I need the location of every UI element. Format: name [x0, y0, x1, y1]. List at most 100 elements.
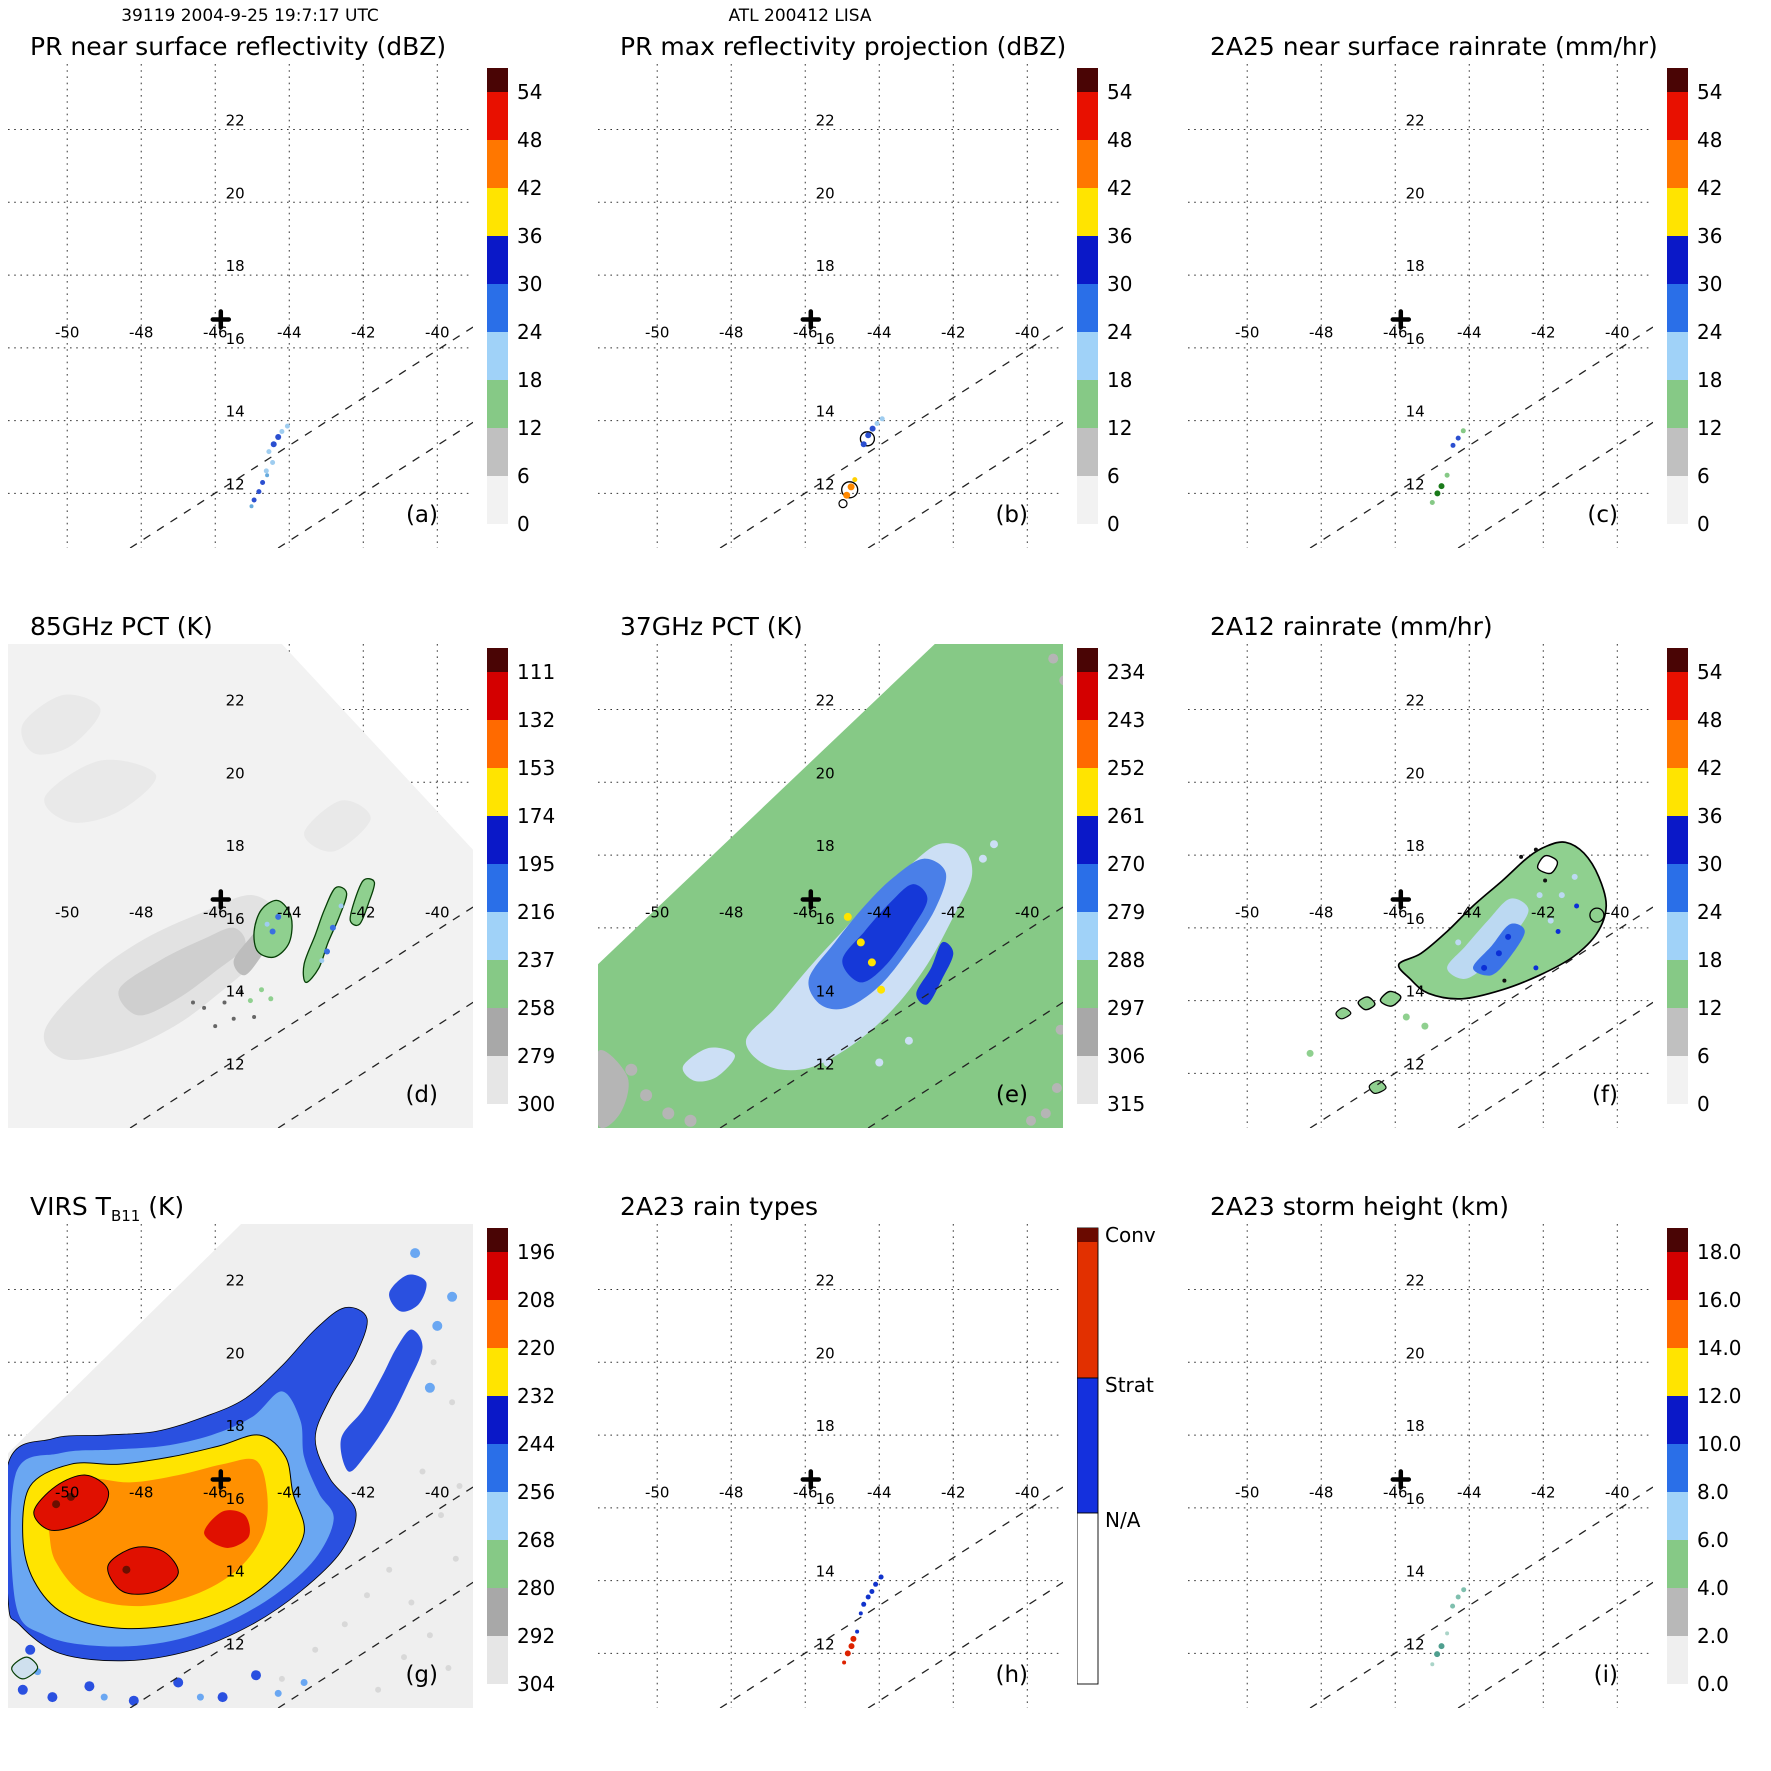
map-plot-c: -50 -48 -46 -44 -42 -40 12 14 16 18 20 22 (c) — [1188, 64, 1654, 548]
lon-tick-label: -48 — [129, 1484, 154, 1502]
colorbar-segment — [1077, 864, 1099, 912]
colorbar-tick-label: 54 — [1107, 80, 1132, 104]
map-feature — [916, 941, 954, 1005]
colorbar-tick-label: 174 — [517, 804, 555, 828]
map-feature — [447, 1291, 458, 1302]
storm-center-cross — [800, 309, 822, 330]
colorbar-tick-label: 30 — [1697, 852, 1722, 876]
map-feature — [869, 1589, 875, 1594]
map-feature — [847, 483, 855, 491]
map-feature — [838, 499, 848, 509]
colorbar-segment — [487, 1300, 509, 1348]
map-plot-e: -50 -48 -46 -44 -42 -40 12 14 16 18 20 22 (e) — [598, 644, 1064, 1128]
swath-edge-line — [1457, 1581, 1654, 1708]
colorbar-tick-label: 54 — [1697, 660, 1722, 684]
map-feature — [44, 759, 157, 823]
colorbar-tick-label: 30 — [517, 272, 542, 296]
colorbar-tick-label: 48 — [1697, 708, 1722, 732]
lat-tick-label: 20 — [226, 184, 245, 202]
lat-tick-label: 16 — [1406, 1490, 1425, 1508]
colorbar-segment — [1667, 68, 1689, 92]
colorbar-segment — [487, 140, 509, 188]
lon-tick-label: -50 — [55, 904, 80, 922]
map-feature — [1547, 917, 1554, 924]
colorbar-tick-label: 315 — [1107, 1092, 1145, 1116]
map-feature — [445, 1665, 452, 1671]
colorbar-segment — [1667, 92, 1689, 140]
map-feature — [1048, 653, 1059, 664]
map-feature — [419, 1468, 426, 1475]
map-feature — [191, 1000, 195, 1005]
colorbar-tick-label: 12 — [1107, 416, 1132, 440]
lat-tick-label: 14 — [816, 403, 835, 421]
panel-letter: (e) — [996, 1082, 1028, 1108]
colorbar-a: 54 48 42 36 30 24 18 12 6 0 — [487, 68, 543, 536]
map-feature — [432, 1320, 443, 1331]
lon-tick-label: -40 — [1015, 324, 1040, 342]
map-feature — [122, 1565, 131, 1574]
colorbar-tick-label: 237 — [517, 948, 555, 972]
colorbar-segment — [1667, 1636, 1689, 1684]
swath-edge-line — [1309, 906, 1654, 1128]
storm-id: ATL 200412 LISA — [728, 6, 872, 26]
colorbar-tick-label: 220 — [517, 1336, 555, 1360]
lon-tick-label: -40 — [425, 904, 450, 922]
lon-tick-label: -48 — [719, 1484, 744, 1502]
lat-tick-label: 20 — [226, 1344, 245, 1362]
colorbar-tick-label: Conv — [1105, 1224, 1156, 1247]
colorbar-segment — [487, 476, 509, 524]
lon-tick-label: -44 — [277, 1484, 302, 1502]
colorbar-tick-label: 288 — [1107, 948, 1145, 972]
lat-tick-label: 20 — [816, 184, 835, 202]
map-feature — [128, 1695, 139, 1706]
map-feature — [684, 1114, 697, 1127]
colorbar-tick-label: 12.0 — [1697, 1384, 1742, 1408]
storm-center-cross — [1390, 889, 1412, 910]
colorbar-tick-label: 0.0 — [1697, 1672, 1729, 1696]
colorbar-tick-label: 54 — [517, 80, 542, 104]
colorbar-tick-label: 16.0 — [1697, 1288, 1742, 1312]
map-plot-h: -50 -48 -46 -44 -42 -40 12 14 16 18 20 22 (h) — [598, 1224, 1064, 1708]
map-feature — [1571, 873, 1578, 880]
swath-edge-line — [277, 1581, 474, 1708]
storm-center-cross — [1390, 309, 1412, 330]
colorbar-tick-label: 54 — [1697, 80, 1722, 104]
colorbar-segment — [1077, 284, 1099, 332]
lat-tick-label: 18 — [816, 837, 835, 855]
colorbar-tick-label: 234 — [1107, 660, 1145, 684]
lat-tick-label: 12 — [816, 475, 835, 493]
lon-tick-label: -40 — [1605, 904, 1630, 922]
colorbar-tick-label: 8.0 — [1697, 1480, 1729, 1504]
lon-tick-label: -40 — [1605, 1484, 1630, 1502]
colorbar-segment — [1667, 864, 1689, 912]
colorbar-tick-label: 297 — [1107, 996, 1145, 1020]
colorbar-segment — [487, 332, 509, 380]
lon-tick-label: -50 — [645, 904, 670, 922]
swath-edge-line — [1457, 421, 1654, 548]
map-feature — [274, 1689, 282, 1697]
colorbar-tick-label: 232 — [517, 1384, 555, 1408]
map-feature — [874, 421, 880, 426]
lon-tick-label: -42 — [351, 904, 376, 922]
map-feature — [275, 434, 282, 440]
lat-tick-label: 22 — [226, 1272, 245, 1290]
panel-letter: (b) — [995, 502, 1028, 528]
colorbar-segment — [1667, 1492, 1689, 1540]
map-feature — [1495, 950, 1502, 957]
lat-tick-label: 12 — [1406, 1635, 1425, 1653]
colorbar-segment — [1667, 188, 1689, 236]
panel-letter: (g) — [405, 1662, 438, 1688]
colorbar-tick-label: 30 — [1697, 272, 1722, 296]
map-plot-i: -50 -48 -46 -44 -42 -40 12 14 16 18 20 22 (i) — [1188, 1224, 1654, 1708]
lon-tick-label: -48 — [719, 324, 744, 342]
swath-edge-line — [867, 1581, 1064, 1708]
swath-edge-line — [719, 906, 1064, 1128]
colorbar-segment — [1077, 1377, 1099, 1514]
map-feature — [452, 1555, 459, 1562]
colorbar-segment — [487, 960, 509, 1008]
map-plot-f: -50 -48 -46 -44 -42 -40 12 14 16 18 20 22 (f) — [1188, 644, 1654, 1128]
swath-edge-line — [867, 421, 1064, 548]
lon-tick-label: -42 — [1531, 1484, 1556, 1502]
colorbar-tick-label: 153 — [517, 756, 555, 780]
colorbar-segment — [1077, 768, 1099, 816]
